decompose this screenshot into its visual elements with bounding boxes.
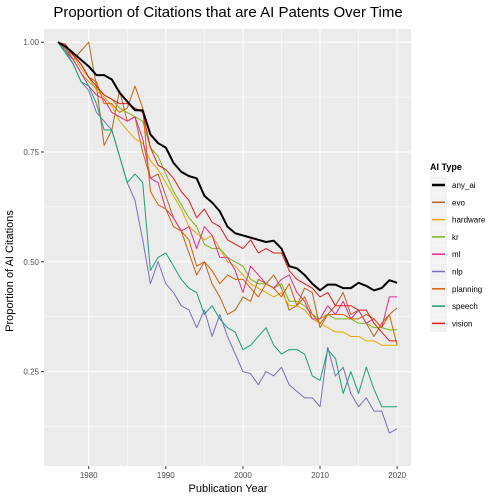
x-tick-label: 1990	[157, 471, 175, 480]
series-line-planning	[57, 41, 398, 346]
y-tick-label: 0.75	[23, 148, 39, 157]
legend-label-ml: ml	[452, 250, 461, 259]
plot-area: 1980 1990 2000 2010 2020 0.25 0.50 0.75 1.00	[23, 29, 411, 480]
panel-background	[44, 29, 411, 466]
x-tick-label: 2020	[388, 471, 406, 480]
series-line-evo	[57, 41, 398, 337]
legend-label-planning: planning	[452, 285, 482, 294]
x-axis-title: Publication Year	[189, 483, 268, 495]
legend-label-speech: speech	[452, 302, 478, 311]
series-line-any-ai	[57, 41, 398, 292]
legend-title: AI Type	[430, 162, 462, 172]
y-axis-title: Proportion of AI Citations	[4, 210, 16, 332]
chart-title: Proportion of Citations that are AI Pate…	[53, 4, 402, 21]
series-line-hardware	[57, 41, 398, 346]
legend-label-any-ai: any_ai	[452, 181, 476, 190]
legend-label-kr: kr	[452, 233, 459, 242]
legend-label-hardware: hardware	[452, 216, 486, 225]
legend-label-nlp: nlp	[452, 268, 463, 277]
series-line-vision	[57, 41, 398, 342]
x-tick-label: 2000	[234, 471, 252, 480]
y-tick-label: 0.25	[23, 368, 39, 377]
series-line-speech	[57, 41, 398, 408]
y-tick-label: 1.00	[23, 38, 39, 47]
x-tick-label: 1980	[80, 471, 98, 480]
x-tick-label: 2010	[311, 471, 329, 480]
y-tick-label: 0.50	[23, 258, 39, 267]
legend-label-evo: evo	[452, 198, 465, 207]
legend-label-vision: vision	[452, 319, 472, 328]
